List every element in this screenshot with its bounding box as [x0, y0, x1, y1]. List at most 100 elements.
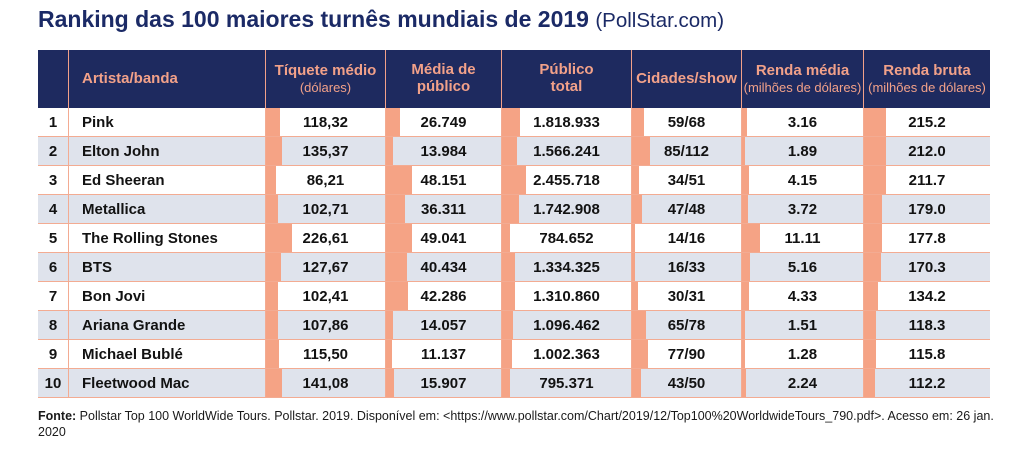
rank-cell: 2 [48, 142, 58, 160]
header-avg-gross-sublabel: (milhões de dólares) [743, 79, 862, 95]
cities_shows-value: 77/90 [667, 345, 706, 363]
gross-cell: 170.3 [863, 253, 990, 281]
ticket_avg-value: 127,67 [302, 258, 349, 276]
table-body: 1 Pink 118,32 26.749 1.818.933 59/68 3.16 215.2… [38, 108, 990, 398]
avg_audience-value: 11.137 [420, 345, 467, 363]
ticket_avg-value: 102,71 [302, 200, 349, 218]
avg_audience-value-bar [386, 369, 394, 397]
gross-cell: 177.8 [863, 224, 990, 252]
ticket_avg-value-bar [266, 311, 278, 339]
gross-value-bar [864, 166, 886, 194]
avg_audience-cell: 40.434 [385, 253, 501, 281]
cities_shows-value: 16/33 [667, 258, 706, 276]
artist-cell: Elton John [68, 137, 265, 165]
ticket_avg-value: 102,41 [302, 287, 349, 305]
cities_shows-cell: 59/68 [631, 108, 741, 136]
avg_audience-value-bar [386, 137, 393, 165]
avg_audience-value-bar [386, 224, 412, 252]
cities_shows-cell: 14/16 [631, 224, 741, 252]
cities_shows-value-bar [632, 195, 642, 223]
rank-cell: 7 [48, 287, 58, 305]
table-header-row: Artista/banda Tíquete médio (dólares) Mé… [38, 50, 990, 108]
avg_gross-value: 4.15 [787, 171, 818, 189]
gross-value: 215.2 [908, 113, 946, 131]
gross-value-bar [864, 369, 875, 397]
gross-value-bar [864, 282, 878, 310]
rank-cell: 1 [48, 113, 58, 131]
gross-value: 112.2 [908, 374, 946, 392]
header-total-audience-label: Público total [539, 61, 594, 95]
total_audience-value: 1.002.363 [533, 345, 600, 363]
ticket_avg-cell: 127,67 [265, 253, 385, 281]
cities_shows-value: 43/50 [667, 374, 706, 392]
avg_audience-cell: 42.286 [385, 282, 501, 310]
cities_shows-value-bar [632, 166, 639, 194]
rank-cell: 6 [48, 258, 58, 276]
cities_shows-value: 14/16 [667, 229, 706, 247]
gross-cell: 215.2 [863, 108, 990, 136]
ticket_avg-value: 86,21 [306, 171, 345, 189]
cities_shows-value: 85/112 [663, 142, 710, 160]
total_audience-cell: 1.310.860 [501, 282, 631, 310]
cities_shows-cell: 85/112 [631, 137, 741, 165]
avg_gross-value-bar [742, 369, 746, 397]
table-row: 4 Metallica 102,71 36.311 1.742.908 47/48 3.72… [38, 194, 990, 223]
table-row: 9 Michael Bublé 115,50 11.137 1.002.363 77/90… [38, 339, 990, 368]
avg_audience-value: 14.057 [420, 316, 467, 334]
ticket_avg-cell: 226,61 [265, 224, 385, 252]
ticket_avg-cell: 135,37 [265, 137, 385, 165]
avg_gross-value: 1.51 [787, 316, 818, 334]
avg_audience-cell: 14.057 [385, 311, 501, 339]
avg_gross-cell: 2.24 [741, 369, 863, 397]
page-title-source: (PollStar.com) [595, 9, 725, 32]
ticket_avg-value: 135,37 [302, 142, 349, 160]
avg_gross-value: 5.16 [787, 258, 818, 276]
cities_shows-value-bar [632, 282, 638, 310]
total_audience-cell: 1.742.908 [501, 195, 631, 223]
ticket_avg-cell: 141,08 [265, 369, 385, 397]
avg_gross-cell: 3.16 [741, 108, 863, 136]
gross-cell: 212.0 [863, 137, 990, 165]
source-note-label: Fonte: [38, 409, 77, 423]
artist-cell: Ariana Grande [68, 311, 265, 339]
ticket_avg-cell: 102,71 [265, 195, 385, 223]
gross-value: 212.0 [908, 142, 946, 160]
cities_shows-value: 47/48 [667, 200, 706, 218]
rank-cell: 4 [48, 200, 58, 218]
gross-value-bar [864, 340, 876, 368]
header-cities-shows-label: Cidades/show [636, 69, 737, 87]
cities_shows-cell: 43/50 [631, 369, 741, 397]
ticket_avg-cell: 118,32 [265, 108, 385, 136]
total_audience-value: 795.371 [539, 374, 594, 392]
total_audience-value: 784.652 [539, 229, 594, 247]
gross-value: 118.3 [908, 316, 946, 334]
total_audience-value-bar [502, 311, 513, 339]
cities_shows-cell: 34/51 [631, 166, 741, 194]
artist-cell: Pink [68, 108, 265, 136]
ticket_avg-value: 115,50 [302, 345, 349, 363]
page-title: Ranking das 100 maiores turnês mundiais … [38, 6, 724, 33]
cities_shows-value: 30/31 [667, 287, 706, 305]
total_audience-value: 1.566.241 [533, 142, 600, 160]
total_audience-value: 1.096.462 [533, 316, 600, 334]
avg_gross-value-bar [742, 340, 745, 368]
avg_audience-value-bar [386, 282, 408, 310]
avg_gross-value: 1.89 [787, 142, 818, 160]
avg_gross-value-bar [742, 137, 745, 165]
header-avg-gross-label: Renda média [755, 61, 850, 79]
total_audience-cell: 1.818.933 [501, 108, 631, 136]
avg_gross-cell: 1.28 [741, 340, 863, 368]
avg_gross-cell: 5.16 [741, 253, 863, 281]
header-ticket-avg: Tíquete médio (dólares) [265, 50, 385, 108]
table-row: 2 Elton John 135,37 13.984 1.566.241 85/112 1.… [38, 136, 990, 165]
avg_gross-value-bar [742, 195, 748, 223]
total_audience-value: 1.818.933 [533, 113, 600, 131]
ticket_avg-value: 107,86 [302, 316, 349, 334]
cities_shows-value-bar [632, 340, 648, 368]
cities_shows-cell: 65/78 [631, 311, 741, 339]
ranking-table: Artista/banda Tíquete médio (dólares) Mé… [38, 50, 990, 398]
artist-cell: Ed Sheeran [68, 166, 265, 194]
gross-cell: 112.2 [863, 369, 990, 397]
total_audience-value: 1.742.908 [533, 200, 600, 218]
